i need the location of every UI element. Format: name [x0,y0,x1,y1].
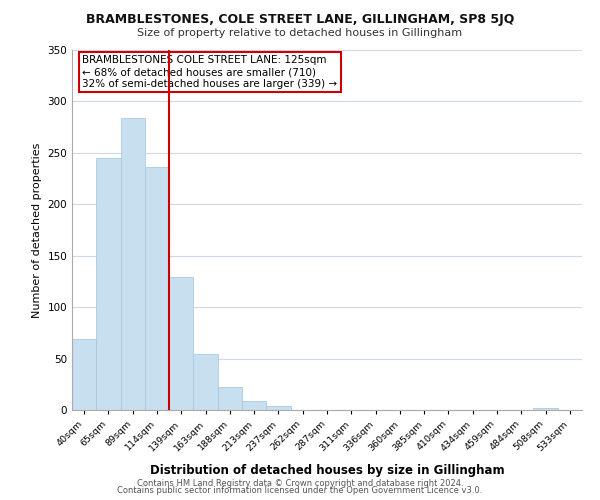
X-axis label: Distribution of detached houses by size in Gillingham: Distribution of detached houses by size … [149,464,505,476]
Text: BRAMBLESTONES COLE STREET LANE: 125sqm
← 68% of detached houses are smaller (710: BRAMBLESTONES COLE STREET LANE: 125sqm ←… [82,56,337,88]
Text: Size of property relative to detached houses in Gillingham: Size of property relative to detached ho… [137,28,463,38]
Text: Contains public sector information licensed under the Open Government Licence v3: Contains public sector information licen… [118,486,482,495]
Bar [145,168,169,410]
Text: BRAMBLESTONES, COLE STREET LANE, GILLINGHAM, SP8 5JQ: BRAMBLESTONES, COLE STREET LANE, GILLING… [86,12,514,26]
Text: Contains HM Land Registry data © Crown copyright and database right 2024.: Contains HM Land Registry data © Crown c… [137,478,463,488]
Bar [242,400,266,410]
Bar [169,278,193,410]
Bar [218,388,242,410]
Bar [533,408,558,410]
Bar [193,354,218,410]
Bar [266,406,290,410]
Bar [72,339,96,410]
Bar [96,158,121,410]
Bar [121,118,145,410]
Y-axis label: Number of detached properties: Number of detached properties [32,142,42,318]
